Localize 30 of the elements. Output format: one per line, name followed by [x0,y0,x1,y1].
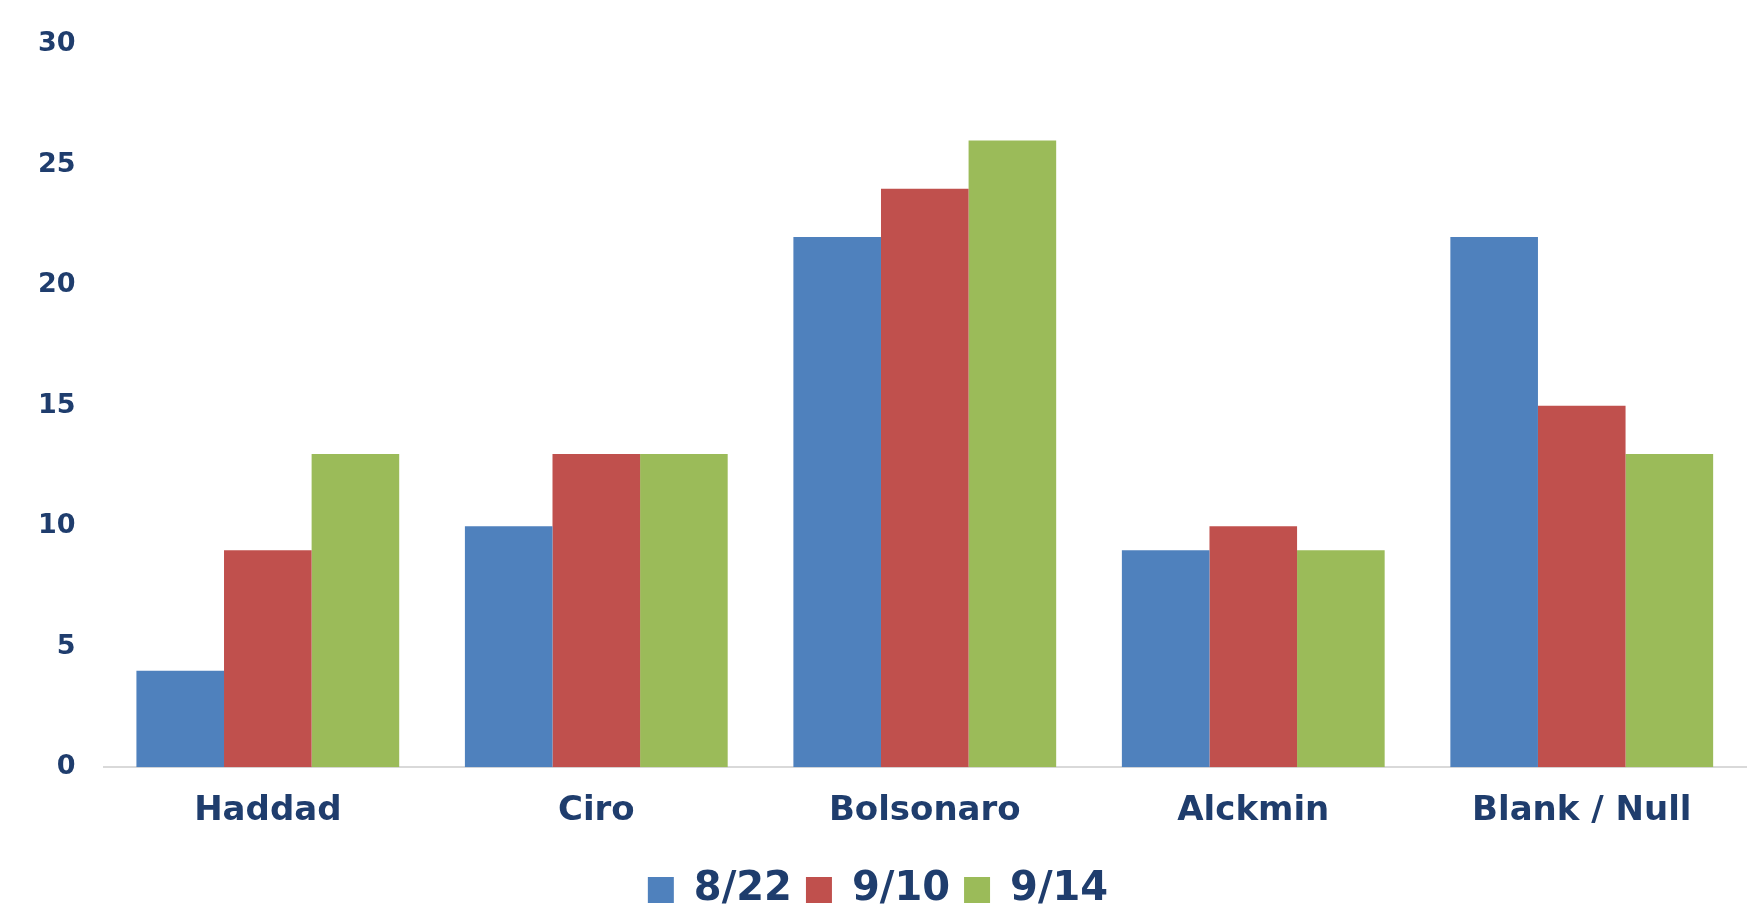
bar [311,453,400,768]
y-tick-label: 0 [56,749,76,781]
x-tick-label: Alckmin [1177,788,1330,829]
bar [224,550,312,768]
bar [880,188,969,768]
x-tick-label: Blank / Null [1472,788,1692,829]
bar [1625,453,1714,768]
y-tick-label: 15 [38,387,76,419]
x-tick-label: Bolsonaro [828,788,1021,829]
bar [1121,550,1210,768]
bar [1297,550,1385,768]
legend-label: 9/10 [851,863,951,910]
bar [552,453,641,768]
y-tick-label: 5 [56,628,76,660]
y-tick-label: 20 [38,267,76,299]
bar [136,670,225,768]
y-tick-label: 30 [38,26,76,58]
bar [1209,526,1298,768]
legend-label: 9/14 [1010,863,1109,910]
bar [464,526,553,768]
y-tick-label: 10 [38,508,76,540]
bar [1537,405,1626,768]
y-tick-label: 25 [38,146,76,178]
bar [968,140,1057,768]
bar [1450,237,1538,768]
x-tick-label: Haddad [194,788,342,829]
bar [793,237,881,768]
x-tick-label: Ciro [557,788,635,829]
bar [640,453,728,768]
legend-label: 8/22 [693,863,792,910]
